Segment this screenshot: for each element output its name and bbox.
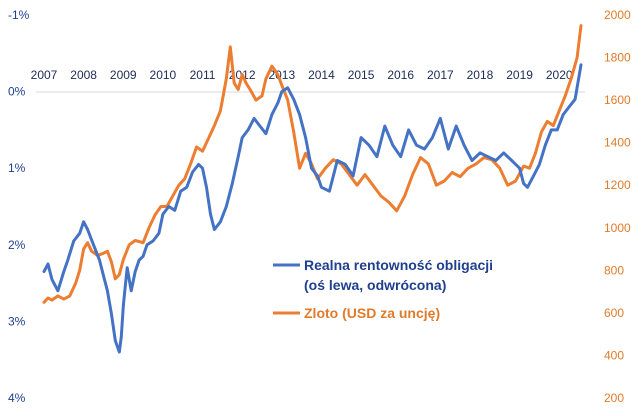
right-tick-label: 1400: [604, 136, 631, 150]
x-tick-label: 2010: [150, 68, 177, 82]
left-tick-label: 3%: [8, 314, 26, 328]
x-tick-label: 2015: [348, 68, 375, 82]
right-tick-label: 200: [604, 391, 624, 405]
left-tick-label: 1%: [8, 161, 26, 175]
right-tick-label: 1600: [604, 93, 631, 107]
x-tick-label: 2007: [31, 68, 58, 82]
right-tick-label: 400: [604, 348, 624, 362]
legend-label-gold: Zloto (USD za uncję): [304, 305, 440, 321]
x-tick-label: 2013: [268, 68, 295, 82]
legend-label-real-yield-line2: (oś lewa, odwrócona): [304, 277, 446, 293]
x-tick-label: 2008: [70, 68, 97, 82]
left-tick-label: 4%: [8, 391, 26, 405]
x-axis-ticks: 2007 2008 2009 2010 2011 2012 2013 2014 2015 2016…: [31, 68, 573, 82]
x-tick-label: 2018: [467, 68, 494, 82]
left-axis-ticks: -1% 0% 1% 2% 3% 4%: [8, 8, 30, 405]
x-tick-label: 2009: [110, 68, 137, 82]
x-tick-label: 2014: [308, 68, 335, 82]
x-tick-label: 2019: [506, 68, 533, 82]
right-tick-label: 1800: [604, 51, 631, 65]
right-tick-label: 1000: [604, 221, 631, 235]
right-tick-label: 800: [604, 263, 624, 277]
x-tick-label: 2011: [190, 68, 216, 82]
x-tick-label: 2017: [427, 68, 454, 82]
legend-label-real-yield-line1: Realna rentowność obligacji: [304, 257, 493, 273]
real-yield-line: [42, 63, 583, 354]
x-tick-label: 2020: [546, 68, 573, 82]
right-tick-label: 600: [604, 306, 624, 320]
right-axis-ticks: 200 400 600 800 1000 1200 1400 1600 1800 2000: [604, 8, 631, 405]
left-tick-label: 0%: [8, 85, 26, 99]
left-tick-label: -1%: [8, 8, 30, 22]
legend: Realna rentowność obligacji (oś lewa, od…: [273, 257, 493, 321]
x-tick-label: 2016: [387, 68, 414, 82]
gold-price-line: [42, 24, 583, 304]
right-tick-label: 2000: [604, 8, 631, 22]
right-tick-label: 1200: [604, 178, 631, 192]
left-tick-label: 2%: [8, 238, 26, 252]
